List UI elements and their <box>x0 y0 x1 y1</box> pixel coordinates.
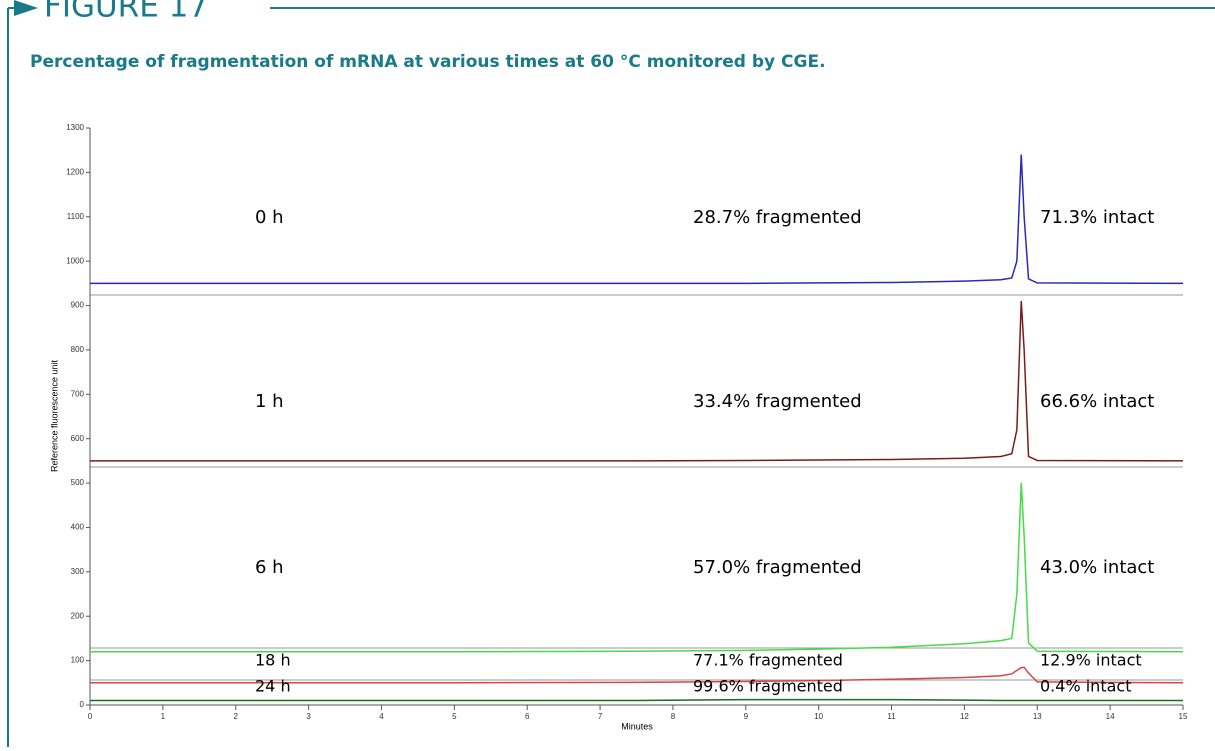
x-tick-label: 3 <box>306 712 311 721</box>
x-tick-label: 5 <box>452 712 457 721</box>
x-tick-label: 0 <box>88 712 93 721</box>
y-tick-label: 1200 <box>66 167 84 176</box>
y-tick-label: 1300 <box>66 123 84 132</box>
y-tick-label: 700 <box>71 389 85 398</box>
y-tick-label: 600 <box>71 434 85 443</box>
trace <box>90 301 1184 462</box>
fragment-label: 77.1% fragmented <box>693 651 843 670</box>
x-tick-label: 14 <box>1106 712 1115 721</box>
trace <box>90 698 1183 702</box>
y-axis-label: Reference fluorescence unit <box>49 359 59 472</box>
x-tick-label: 9 <box>744 712 749 721</box>
series-label: 0 h <box>255 207 284 228</box>
fragment-label: 28.7% fragmented <box>693 207 862 228</box>
series-label: 18 h <box>255 651 291 670</box>
intact-label: 0.4% intact <box>1040 677 1131 696</box>
y-tick-label: 400 <box>71 523 85 532</box>
x-tick-label: 12 <box>960 712 969 721</box>
x-tick-label: 11 <box>887 712 896 721</box>
fragment-label: 33.4% fragmented <box>693 391 862 412</box>
subtitle: Percentage of fragmentation of mRNA at v… <box>30 52 826 72</box>
x-tick-label: 7 <box>598 712 603 721</box>
arrow <box>14 0 38 16</box>
trace <box>90 483 1184 653</box>
y-tick-label: 1100 <box>67 212 85 221</box>
x-tick-label: 2 <box>234 712 239 721</box>
panel-dividers <box>90 294 1183 681</box>
y-tick-label: 0 <box>80 700 85 709</box>
intact-label: 12.9% intact <box>1040 651 1142 670</box>
figure-label: FIGURE 17 <box>44 0 208 25</box>
intact-label: 43.0% intact <box>1040 557 1154 578</box>
series-label: 1 h <box>255 391 284 412</box>
y-tick-label: 500 <box>71 478 85 487</box>
x-tick-label: 1 <box>161 712 166 721</box>
y-tick-label: 1000 <box>66 256 84 265</box>
y-tick-label: 800 <box>71 345 85 354</box>
intact-label: 71.3% intact <box>1040 207 1154 228</box>
y-tick-label: 100 <box>71 656 85 665</box>
x-tick-label: 10 <box>814 712 823 721</box>
x-tick-label: 13 <box>1033 712 1042 721</box>
series-label: 24 h <box>255 677 291 696</box>
trace <box>90 666 1184 684</box>
fragment-label: 57.0% fragmented <box>693 557 862 578</box>
x-tick-label: 8 <box>671 712 676 721</box>
trace <box>90 154 1184 285</box>
fragment-label: 99.6% fragmented <box>693 677 843 696</box>
x-tick-label: 6 <box>525 712 530 721</box>
y-tick-label: 200 <box>71 611 85 620</box>
y-tick-label: 900 <box>71 301 85 310</box>
intact-label: 66.6% intact <box>1040 391 1154 412</box>
series-label: 6 h <box>255 557 284 578</box>
x-axis-label: Minutes <box>621 721 653 731</box>
y-tick-label: 300 <box>71 567 85 576</box>
x-tick-label: 4 <box>379 712 384 721</box>
x-tick-label: 15 <box>1179 712 1188 721</box>
